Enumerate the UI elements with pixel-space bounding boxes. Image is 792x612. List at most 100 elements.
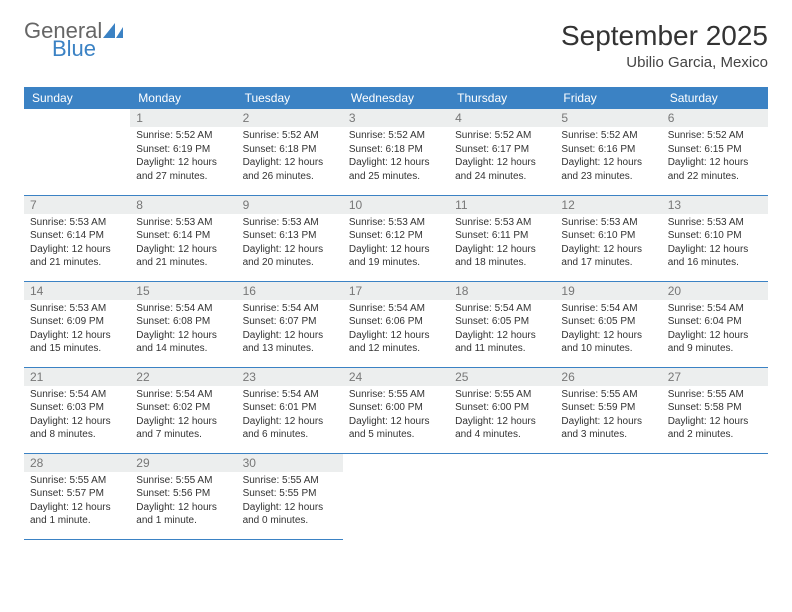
day-number: 25 [449, 368, 555, 386]
day-detail-line: Sunset: 6:18 PM [243, 143, 337, 157]
day-detail-line: Daylight: 12 hours [243, 243, 337, 257]
calendar-cell: 20Sunrise: 5:54 AMSunset: 6:04 PMDayligh… [662, 281, 768, 367]
day-detail-line: Daylight: 12 hours [349, 329, 443, 343]
day-details: Sunrise: 5:52 AMSunset: 6:18 PMDaylight:… [237, 127, 343, 187]
calendar-cell: 21Sunrise: 5:54 AMSunset: 6:03 PMDayligh… [24, 367, 130, 453]
day-detail-line: Daylight: 12 hours [30, 415, 124, 429]
day-detail-line: Sunrise: 5:54 AM [30, 388, 124, 402]
day-detail-line: Sunset: 6:13 PM [243, 229, 337, 243]
day-detail-line: and 13 minutes. [243, 342, 337, 356]
day-detail-line: and 16 minutes. [668, 256, 762, 270]
day-detail-line: Daylight: 12 hours [136, 501, 230, 515]
day-details: Sunrise: 5:54 AMSunset: 6:01 PMDaylight:… [237, 386, 343, 446]
day-number: 14 [24, 282, 130, 300]
day-detail-line: Sunset: 6:00 PM [455, 401, 549, 415]
day-detail-line: and 22 minutes. [668, 170, 762, 184]
day-number: 20 [662, 282, 768, 300]
day-details: Sunrise: 5:53 AMSunset: 6:12 PMDaylight:… [343, 214, 449, 274]
day-detail-line: Sunset: 5:56 PM [136, 487, 230, 501]
logo-text-blue: Blue [52, 38, 125, 60]
day-number: 30 [237, 454, 343, 472]
day-detail-line: and 11 minutes. [455, 342, 549, 356]
weekday-saturday: Saturday [662, 87, 768, 109]
day-detail-line: Sunrise: 5:54 AM [455, 302, 549, 316]
day-details: Sunrise: 5:54 AMSunset: 6:03 PMDaylight:… [24, 386, 130, 446]
calendar-cell: 8Sunrise: 5:53 AMSunset: 6:14 PMDaylight… [130, 195, 236, 281]
day-detail-line: and 26 minutes. [243, 170, 337, 184]
day-detail-line: Sunset: 6:07 PM [243, 315, 337, 329]
day-detail-line: Sunset: 6:10 PM [668, 229, 762, 243]
calendar-cell: 10Sunrise: 5:53 AMSunset: 6:12 PMDayligh… [343, 195, 449, 281]
day-detail-line: Sunrise: 5:53 AM [30, 216, 124, 230]
calendar-cell [24, 109, 130, 195]
day-detail-line: Sunrise: 5:53 AM [243, 216, 337, 230]
calendar-cell [449, 453, 555, 539]
day-detail-line: Daylight: 12 hours [455, 156, 549, 170]
day-detail-line: Sunrise: 5:52 AM [136, 129, 230, 143]
day-details: Sunrise: 5:55 AMSunset: 6:00 PMDaylight:… [449, 386, 555, 446]
day-detail-line: Sunset: 6:15 PM [668, 143, 762, 157]
day-number: 21 [24, 368, 130, 386]
day-detail-line: Sunrise: 5:53 AM [136, 216, 230, 230]
day-detail-line: and 20 minutes. [243, 256, 337, 270]
day-detail-line: Daylight: 12 hours [455, 329, 549, 343]
calendar-cell: 17Sunrise: 5:54 AMSunset: 6:06 PMDayligh… [343, 281, 449, 367]
day-number: 12 [555, 196, 661, 214]
day-detail-line: and 15 minutes. [30, 342, 124, 356]
title-block: September 2025 Ubilio Garcia, Mexico [561, 20, 768, 71]
day-number: 19 [555, 282, 661, 300]
weekday-thursday: Thursday [449, 87, 555, 109]
calendar-cell: 18Sunrise: 5:54 AMSunset: 6:05 PMDayligh… [449, 281, 555, 367]
calendar-row: 28Sunrise: 5:55 AMSunset: 5:57 PMDayligh… [24, 453, 768, 539]
calendar-row: 14Sunrise: 5:53 AMSunset: 6:09 PMDayligh… [24, 281, 768, 367]
day-number: 9 [237, 196, 343, 214]
weekday-wednesday: Wednesday [343, 87, 449, 109]
calendar-body: 1 Sunrise: 5:52 AMSunset: 6:19 PM Daylight… [24, 109, 768, 539]
day-detail-line: Daylight: 12 hours [668, 156, 762, 170]
day-details: Sunrise: 5:53 AMSunset: 6:09 PMDaylight:… [24, 300, 130, 360]
day-details: Sunrise: 5:55 AMSunset: 5:55 PMDaylight:… [237, 472, 343, 532]
calendar-cell [555, 453, 661, 539]
day-detail-line: and 8 minutes. [30, 428, 124, 442]
day-detail-line: Sunset: 6:14 PM [136, 229, 230, 243]
calendar-cell: 12Sunrise: 5:53 AMSunset: 6:10 PMDayligh… [555, 195, 661, 281]
day-detail-line: Daylight: 12 hours [243, 415, 337, 429]
day-detail-line: and 3 minutes. [561, 428, 655, 442]
day-details: Sunrise: 5:55 AMSunset: 6:00 PMDaylight:… [343, 386, 449, 446]
day-details: Sunrise: 5:53 AMSunset: 6:13 PMDaylight:… [237, 214, 343, 274]
day-detail-line: and 21 minutes. [136, 256, 230, 270]
day-detail-line: Sunset: 6:03 PM [30, 401, 124, 415]
day-detail-line: Sunrise: 5:53 AM [30, 302, 124, 316]
day-detail-line: and 0 minutes. [243, 514, 337, 528]
day-detail-line: Daylight: 12 hours [668, 329, 762, 343]
day-detail-line: Sunrise: 5:54 AM [243, 302, 337, 316]
day-detail-line: Sunrise: 5:55 AM [561, 388, 655, 402]
day-detail-line: and 12 minutes. [349, 342, 443, 356]
day-detail-line: Sunset: 6:19 PM [136, 143, 230, 157]
day-detail-line: Sunrise: 5:55 AM [455, 388, 549, 402]
day-detail-line: Daylight: 12 hours [561, 156, 655, 170]
day-detail-line: Sunrise: 5:55 AM [243, 474, 337, 488]
day-detail-line: Sunrise: 5:53 AM [668, 216, 762, 230]
day-detail-line: Daylight: 12 hours [136, 329, 230, 343]
day-detail-line: Daylight: 12 hours [561, 243, 655, 257]
day-number: 2 [237, 109, 343, 127]
day-number: 16 [237, 282, 343, 300]
day-detail-line: Sunset: 6:01 PM [243, 401, 337, 415]
day-detail-line: Daylight: 12 hours [668, 243, 762, 257]
day-number: 1 [130, 109, 236, 127]
day-detail-line: and 6 minutes. [243, 428, 337, 442]
day-number: 13 [662, 196, 768, 214]
day-detail-line: Daylight: 12 hours [243, 156, 337, 170]
day-detail-line: Daylight: 12 hours [30, 243, 124, 257]
day-detail-line: Daylight: 12 hours [243, 501, 337, 515]
day-detail-line: and 1 minute. [30, 514, 124, 528]
day-detail-line: Sunset: 6:17 PM [455, 143, 549, 157]
day-detail-line: Sunrise: 5:55 AM [30, 474, 124, 488]
calendar-cell [662, 453, 768, 539]
day-detail-line: Sunset: 6:12 PM [349, 229, 443, 243]
day-number: 28 [24, 454, 130, 472]
day-detail-line: and 23 minutes. [561, 170, 655, 184]
day-detail-line: Daylight: 12 hours [30, 501, 124, 515]
calendar-cell: 2Sunrise: 5:52 AMSunset: 6:18 PMDaylight… [237, 109, 343, 195]
